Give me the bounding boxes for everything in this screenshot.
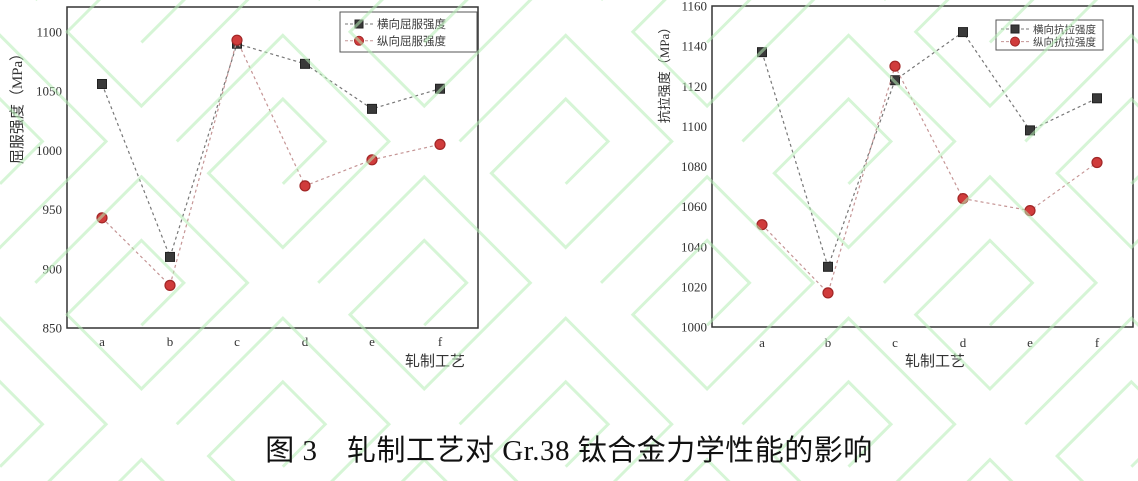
data-point-circle-marker [822,287,834,299]
data-point-square-marker [823,261,833,272]
data-point-circle-marker [889,60,901,72]
legend-entry-label: 横向屈服强度 [377,17,446,31]
data-point-square-marker [97,78,107,89]
y-tick-label: 1060 [681,199,707,214]
y-tick-label: 1000 [681,320,707,335]
data-point-circle-marker [299,180,311,192]
y-tick-label: 950 [43,202,63,217]
legend-entry-label: 纵向屈服强度 [377,34,446,48]
series-line [761,31,1098,269]
x-category-label: b [167,334,174,349]
series-line [761,64,1098,295]
y-tick-label: 1000 [36,143,62,158]
plot-frame [66,6,479,329]
data-point-square-marker [165,251,175,262]
figure-caption: 图 3 轧制工艺对 Gr.38 钛合金力学性能的影响 [265,435,873,467]
legend-entry-label: 横向抗拉强度 [1033,23,1096,36]
x-category-label: e [369,334,375,349]
data-point-circle-marker [231,34,243,46]
y-tick-label: 1020 [681,279,707,294]
data-point-square-marker [300,58,310,69]
data-point-square-marker [367,103,377,114]
y-tick-label: 1160 [681,0,707,14]
data-point-circle-marker [1024,205,1036,217]
x-category-label: d [960,335,967,350]
y-tick-label: 1080 [681,159,707,174]
y-axis-title: 抗拉强度（MPa） [657,21,672,124]
data-point-circle-marker [1091,156,1103,169]
data-point-circle-marker [756,219,768,231]
y-tick-label: 1100 [36,24,62,39]
y-tick-label: 1100 [681,119,707,134]
data-point-square-marker [1025,125,1035,136]
legend-square-marker [1010,24,1020,34]
data-point-circle-marker [957,193,969,205]
y-tick-label: 1040 [681,239,707,254]
data-point-circle-marker [366,154,378,166]
x-category-label: f [438,334,443,349]
y-tick-label: 1120 [681,79,707,94]
series-line [101,38,441,287]
data-point-square-marker [1092,93,1102,104]
x-category-label: b [825,335,832,350]
x-category-label: f [1095,335,1100,350]
x-category-label: e [1027,335,1033,350]
series-line [101,42,441,259]
y-tick-label: 1140 [681,39,707,54]
data-point-square-marker [757,47,767,58]
y-tick-label: 850 [43,321,63,336]
y-tick-label: 900 [43,261,63,276]
x-axis-title: 轧制工艺 [905,353,965,370]
data-point-circle-marker [96,212,108,224]
x-category-label: a [759,335,765,350]
legend-circle-marker [354,35,364,46]
data-point-square-marker [958,27,968,38]
legend-circle-marker [1010,36,1020,47]
data-point-circle-marker [434,138,446,151]
legend-entry-label: 纵向抗拉强度 [1033,36,1096,49]
data-point-circle-marker [164,279,176,291]
legend-square-marker [354,19,364,29]
x-category-label: c [234,334,240,349]
x-category-label: d [302,334,309,349]
x-category-label: a [99,334,105,349]
plot-frame [711,5,1134,328]
y-axis-title: 屈服强度（MPa） [9,46,26,164]
y-tick-label: 1050 [36,84,62,99]
x-category-label: c [892,335,898,350]
data-point-square-marker [435,83,445,94]
x-axis-title: 轧制工艺 [405,353,465,370]
